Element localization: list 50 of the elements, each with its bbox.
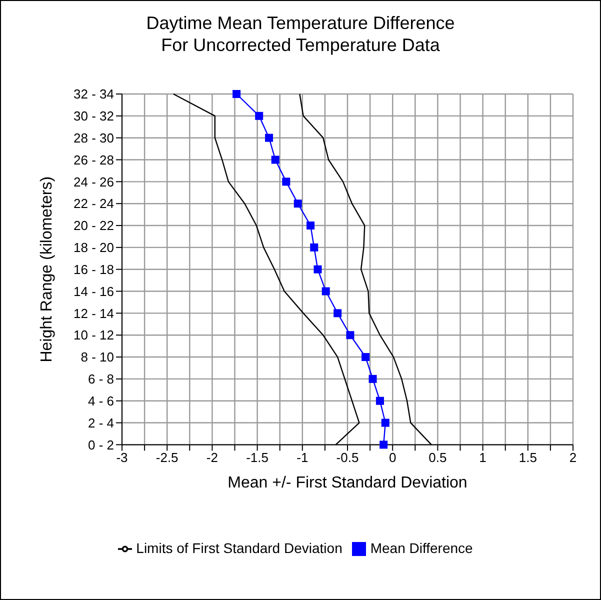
x-tick-label: -2 [206, 450, 218, 465]
point [380, 440, 388, 449]
point [294, 200, 302, 208]
point [265, 134, 274, 142]
point [314, 265, 322, 274]
y-tick-label: 28 - 30 [74, 130, 114, 146]
point [334, 309, 342, 318]
y-tick-label: 18 - 20 [74, 240, 114, 256]
y-tick-label: 26 - 28 [74, 152, 114, 168]
y-tick-label: 2 - 4 [88, 415, 114, 430]
x-tick-label: -2.5 [156, 450, 178, 465]
y-tick-label: 20 - 22 [74, 218, 114, 234]
legend-label: Mean Difference [370, 540, 473, 556]
y-tick-label: 12 - 14 [74, 306, 114, 321]
point [282, 178, 290, 186]
y-tick-label: 4 - 6 [88, 393, 114, 408]
y-tick-label: 30 - 32 [74, 108, 114, 124]
y-axis-title: Height Range (kilometers) [38, 176, 56, 362]
y-tick-label: 24 - 26 [74, 174, 114, 190]
point [322, 287, 330, 296]
x-tick-label: 1.5 [518, 450, 537, 465]
x-tick-label: 1 [479, 450, 486, 465]
point [368, 374, 377, 383]
x-tick-label: -1.5 [246, 450, 269, 465]
chart-title: Daytime Mean Temperature Difference For Uncorrected Temperature Data [145, 12, 456, 56]
x-tick-label: 0 [388, 450, 396, 465]
y-tick-label: 0 - 2 [88, 437, 114, 452]
y-tick-label: 10 - 12 [74, 328, 114, 343]
y-tick-label: 16 - 18 [74, 262, 114, 277]
y-tick-label: 8 - 10 [80, 350, 114, 365]
point [255, 112, 264, 120]
point [362, 353, 370, 362]
x-tick-label: -3 [116, 450, 128, 465]
x-tick-label: 2 [569, 450, 577, 465]
point [271, 156, 280, 164]
x-tick-label: -0.5 [336, 450, 359, 465]
point [346, 331, 354, 340]
x-axis-title: Mean +/- First Standard Deviation [228, 474, 468, 492]
point [376, 396, 384, 405]
y-tick-label: 6 - 8 [88, 372, 114, 387]
point [310, 243, 318, 252]
x-tick-label: -1 [296, 450, 308, 465]
point [306, 222, 315, 230]
point [232, 90, 241, 98]
y-tick-label: 22 - 24 [74, 196, 114, 212]
x-tick-label: 0.5 [428, 450, 447, 465]
y-tick-label: 14 - 16 [74, 284, 114, 299]
y-tick-label: 32 - 34 [74, 86, 114, 102]
point [381, 418, 390, 427]
legend-label: Limits of First Standard Deviation [136, 540, 342, 556]
